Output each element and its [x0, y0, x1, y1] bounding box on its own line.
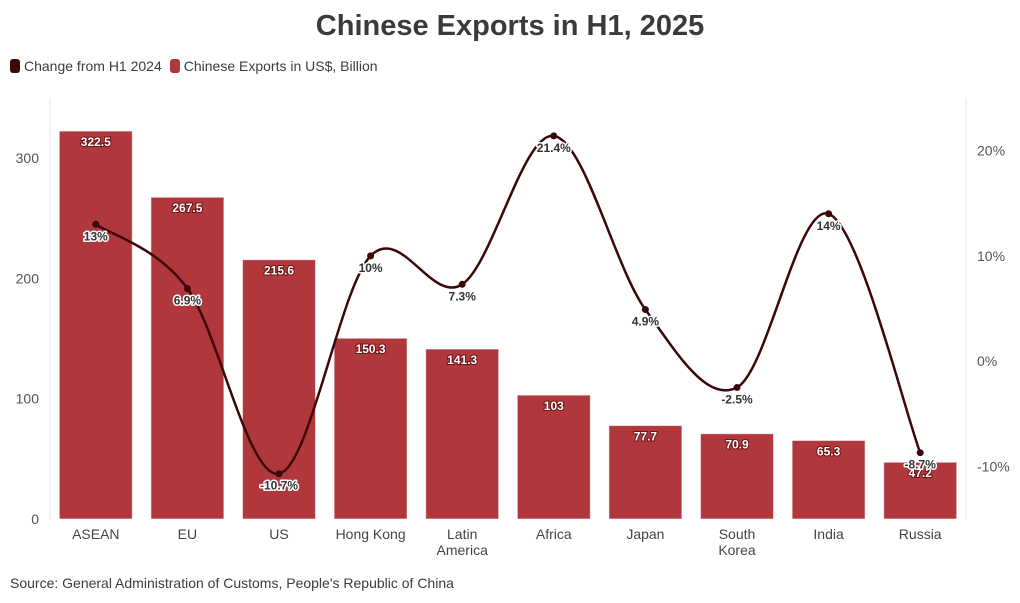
change-line	[95, 134, 922, 475]
category-label: South	[719, 526, 756, 542]
category-label: Russia	[899, 526, 942, 542]
left-tick-label: 200	[16, 270, 40, 286]
change-value-label: -8.7%	[905, 458, 937, 472]
bar-value-label: 65.3	[817, 444, 841, 458]
bar	[58, 130, 133, 520]
legend-swatch-exports	[169, 59, 180, 73]
left-tick-label: 100	[16, 391, 40, 407]
bar	[150, 196, 225, 520]
change-value-label: 13%	[84, 229, 108, 243]
right-tick-label: 20%	[977, 143, 1005, 159]
change-value-label: 10%	[359, 261, 383, 275]
category-label: America	[437, 542, 489, 558]
change-value-label: -10.7%	[260, 479, 298, 493]
change-point	[641, 306, 649, 314]
legend-label-exports: Chinese Exports in US$, Billion	[183, 58, 378, 74]
chart-title: Chinese Exports in H1, 2025	[315, 10, 705, 42]
category-label: Africa	[536, 526, 572, 542]
legend: Change from H1 2024 Chinese Exports in U…	[10, 58, 386, 74]
change-value-label: 6.9%	[174, 294, 202, 308]
bar-value-label: 267.5	[172, 201, 202, 215]
bar-value-label: 322.5	[81, 135, 111, 149]
category-label: Japan	[626, 526, 664, 542]
change-point	[916, 449, 924, 457]
right-tick-label: 0%	[977, 353, 997, 369]
left-tick-label: 0	[31, 511, 39, 527]
change-point	[275, 470, 283, 478]
bar	[883, 461, 958, 520]
change-point	[825, 210, 833, 218]
bar-value-label: 70.9	[725, 438, 749, 452]
left-tick-label: 300	[16, 150, 40, 166]
change-point	[733, 383, 741, 391]
category-label: Latin	[447, 526, 477, 542]
category-label: Hong Kong	[336, 526, 406, 542]
category-label: EU	[178, 526, 197, 542]
legend-item-change[interactable]: Change from H1 2024	[10, 58, 162, 74]
legend-swatch-change	[10, 59, 20, 73]
change-value-label: 14%	[817, 219, 841, 233]
right-tick-label: -10%	[977, 458, 1010, 474]
bar-value-label: 141.3	[447, 353, 477, 367]
bar	[333, 337, 408, 520]
change-point	[550, 132, 558, 140]
change-point	[92, 220, 100, 228]
bar	[791, 439, 866, 520]
change-value-label: 21.4%	[537, 141, 571, 155]
category-label: ASEAN	[72, 526, 119, 542]
right-tick-label: 10%	[977, 248, 1005, 264]
change-point	[183, 285, 191, 293]
bar-value-label: 103	[544, 399, 564, 413]
legend-item-exports[interactable]: Chinese Exports in US$, Billion	[169, 58, 378, 74]
category-label: US	[269, 526, 288, 542]
legend-label-change: Change from H1 2024	[24, 58, 162, 74]
category-label: India	[813, 526, 844, 542]
bar	[425, 348, 500, 520]
bar	[516, 394, 591, 520]
category-label: Korea	[718, 542, 756, 558]
change-point	[367, 252, 375, 260]
change-point	[458, 280, 466, 288]
bar	[608, 425, 683, 520]
bar-value-label: 77.7	[634, 430, 658, 444]
bar-value-label: 215.6	[264, 264, 294, 278]
change-value-label: 4.9%	[632, 315, 660, 329]
bar-value-label: 150.3	[356, 342, 386, 356]
bar-value-label: 47.2	[909, 466, 933, 480]
change-value-label: -2.5%	[721, 392, 753, 406]
bar	[700, 433, 774, 520]
source-note: Source: General Administration of Custom…	[10, 575, 454, 591]
change-value-label: 7.3%	[449, 289, 477, 303]
